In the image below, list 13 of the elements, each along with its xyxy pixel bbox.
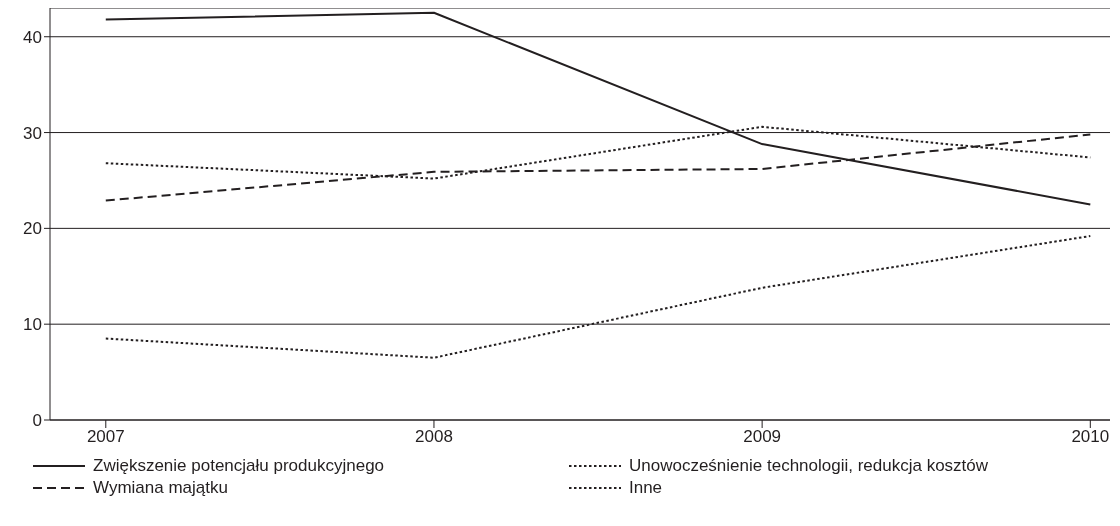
- legend-label: Wymiana majątku: [93, 478, 228, 498]
- x-tick-label: 2008: [415, 427, 453, 447]
- y-tick-label: 30: [23, 123, 42, 143]
- x-tick-label: 2007: [86, 427, 125, 447]
- x-tick-label: 2009: [743, 427, 782, 447]
- y-tick-label: 40: [23, 27, 42, 47]
- y-tick-label: 10: [23, 315, 42, 335]
- y-tick-label: 20: [23, 219, 42, 239]
- y-tick-label: 0: [32, 411, 42, 431]
- legend-label: Inne: [628, 478, 663, 498]
- legend-label: Zwiększenie potencjału produkcyjnego: [93, 456, 385, 476]
- x-tick-label: 2010: [1071, 427, 1110, 447]
- legend-label: Unowocześnienie technologii, redukcja kosztów: [628, 456, 989, 476]
